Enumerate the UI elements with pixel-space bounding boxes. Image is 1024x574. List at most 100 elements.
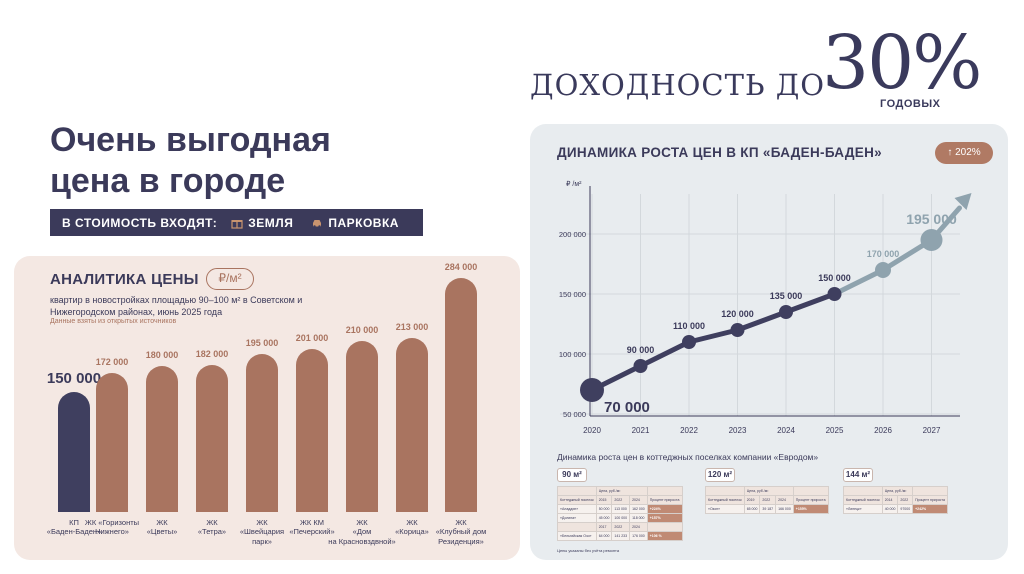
bar xyxy=(196,365,228,512)
table-cell: 97000 xyxy=(897,504,914,514)
x-tick-label: 2022 xyxy=(680,426,698,435)
includes-land: ЗЕМЛЯ xyxy=(231,216,293,230)
mini-table-header: 2024 xyxy=(775,495,794,505)
growth-badge: ↑ 202% xyxy=(935,142,993,164)
bar-category-label: ЖК «Швейцария парк» xyxy=(239,518,285,546)
table-cell: 50 000 xyxy=(595,504,613,514)
analytics-unit-badge: ₽/м² xyxy=(206,268,254,290)
table-cell: 176 000 xyxy=(629,531,648,541)
bar-value-label: 284 000 xyxy=(444,262,478,272)
bar-category-label: ЖК «Горизонты Нижнего» xyxy=(84,518,140,537)
table-cell: +157% xyxy=(646,513,683,523)
table-cell: «Долина» xyxy=(557,513,597,523)
bar xyxy=(58,392,90,512)
x-tick-label: 2026 xyxy=(874,426,892,435)
mini-table-size: 144 м² xyxy=(843,468,873,482)
table-cell: «Аладдин» xyxy=(557,504,597,514)
table-cell: +224% xyxy=(646,504,683,514)
bar-value-label: 210 000 xyxy=(345,325,379,335)
bar-category-label: ЖК «Клубный дом Резиденция» xyxy=(435,518,487,546)
data-point xyxy=(730,323,745,337)
x-tick-label: 2020 xyxy=(583,426,601,435)
bar-category-label: ЖК «Тетра» xyxy=(197,518,227,537)
table-cell: 162 000 xyxy=(629,504,648,514)
mini-table: Цена, руб./м² Коттеджный поселок 2019 2022 2… xyxy=(705,486,829,514)
table-cell xyxy=(557,522,597,532)
bar xyxy=(146,366,178,512)
table-cell: «Бельгийская Озо» xyxy=(557,531,597,541)
data-value-label: 120 000 xyxy=(721,309,754,319)
y-tick-label: 200 000 xyxy=(559,230,586,239)
bar-value-label: 201 000 xyxy=(295,333,329,343)
bar-category-label: ЖК «Дом на Красновздвной» xyxy=(328,518,396,546)
mini-table: Цена, руб./м² Коттеджный поселок 2015 2022 2… xyxy=(557,486,683,541)
bar-category-label: КП «Баден-Баден» xyxy=(46,518,102,537)
mini-table-header: 2022 xyxy=(611,495,631,505)
table-cell xyxy=(646,522,683,532)
table-row: «Озон» 65 000 39 187 166 000 +155% xyxy=(705,504,829,514)
data-point xyxy=(682,335,696,349)
includes-banner: В СТОИМОСТЬ ВХОДЯТ: ЗЕМЛЯ ПАРКОВКА xyxy=(50,209,423,236)
mini-table-header: 2014 xyxy=(881,495,899,505)
data-point xyxy=(580,378,604,402)
title-line-2: цена в городе xyxy=(50,161,286,200)
bar-category-label: ЖК КМ «Печерский» xyxy=(289,518,335,537)
mini-table-header: 2024 xyxy=(629,495,648,505)
bar-category-label: ЖК «Цветы» xyxy=(146,518,178,537)
bar xyxy=(396,338,428,512)
x-tick-label: 2024 xyxy=(777,426,795,435)
table-cell: +155% xyxy=(792,504,829,514)
table-cell: 2017 xyxy=(595,522,613,532)
includes-label: В СТОИМОСТЬ ВХОДЯТ: xyxy=(62,215,218,230)
data-value-label: 195 000 xyxy=(906,211,957,227)
analytics-title: АНАЛИТИКА ЦЕНЫ xyxy=(50,271,199,288)
x-tick-label: 2027 xyxy=(923,426,941,435)
mini-table-header: Коттеджный поселок xyxy=(557,495,597,505)
bar-value-label: 150 000 xyxy=(46,370,102,387)
y-tick-label: 50 000 xyxy=(563,410,586,419)
gift-icon xyxy=(231,219,243,229)
bar-value-label: 213 000 xyxy=(395,322,429,332)
table-cell: 64 000 xyxy=(595,531,613,541)
trend-arrow-head xyxy=(954,193,972,210)
data-value-label: 110 000 xyxy=(673,321,705,331)
y-axis-label: ₽ /м² xyxy=(566,180,582,188)
analytics-description: квартир в новостройках площадью 90–100 м… xyxy=(50,295,303,317)
bar-value-label: 195 000 xyxy=(245,338,279,348)
page-title: Очень выгодная цена в городе xyxy=(50,120,331,202)
data-value-label: 170 000 xyxy=(867,249,900,259)
x-tick-label: 2021 xyxy=(632,426,650,435)
table-row: «Аладдин» 50 000 113 000 162 000 +224% xyxy=(557,504,683,514)
mini-table: Цена, руб./м² Коттеджный поселок 2014 2022 П… xyxy=(843,486,948,514)
table-cell: «Липецк» xyxy=(843,504,883,514)
bar-category-label: ЖК «Корица» xyxy=(395,518,429,537)
yield-text: ДОХОДНОСТЬ ДО xyxy=(530,68,826,102)
table-cell: 100 000 xyxy=(611,513,631,523)
table-cell: «Озон» xyxy=(705,504,745,514)
mini-table-header: 2022 xyxy=(897,495,914,505)
dynamics-title: ДИНАМИКА РОСТА ЦЕН В КП «БАДЕН-БАДЕН» xyxy=(557,145,882,160)
includes-parking: ПАРКОВКА xyxy=(311,216,399,230)
bar xyxy=(346,341,378,512)
table-cell: 118 000 xyxy=(629,513,648,523)
car-icon xyxy=(313,219,322,228)
mini-table-size: 120 м² xyxy=(705,468,735,482)
y-tick-label: 100 000 xyxy=(559,350,586,359)
mini-table-header: 2019 xyxy=(743,495,761,505)
x-tick-label: 2023 xyxy=(729,426,747,435)
mini-footnote: Цены указаны без учёта ремонта xyxy=(557,548,620,553)
mini-table-header: 2015 xyxy=(595,495,613,505)
yield-value: 30% xyxy=(822,20,982,106)
table-cell: 39 187 xyxy=(759,504,777,514)
table-row: 2017 2022 2024 xyxy=(557,522,683,532)
bar xyxy=(296,349,328,512)
analytics-note: Данные взяты из открытых источников xyxy=(50,318,177,325)
mini-table-header: Процент прироста xyxy=(792,495,829,505)
includes-item-land: ЗЕМЛЯ xyxy=(248,215,294,230)
table-cell: 141 233 xyxy=(611,531,631,541)
table-cell: 166 000 xyxy=(775,504,794,514)
data-point xyxy=(920,229,943,251)
x-tick-label: 2025 xyxy=(826,426,844,435)
yield-suffix: ГОДОВЫХ xyxy=(880,98,941,110)
bar xyxy=(96,373,128,512)
